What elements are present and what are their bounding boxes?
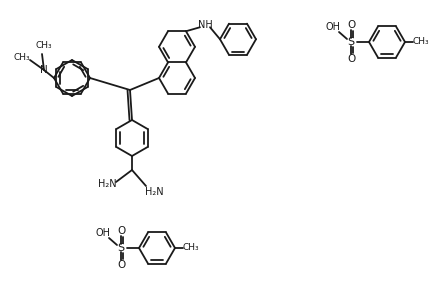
Text: O: O [347,20,355,30]
Text: O: O [117,226,125,236]
Text: OH: OH [326,22,340,32]
Text: CH₃: CH₃ [413,38,429,47]
Text: O: O [347,54,355,64]
Text: S: S [347,37,354,47]
Text: NH: NH [198,20,212,30]
Text: H₂N: H₂N [98,179,116,189]
Text: H₂N: H₂N [145,187,163,197]
Text: CH₃: CH₃ [14,54,30,63]
Text: O: O [117,260,125,270]
Text: OH: OH [96,228,111,238]
Text: N: N [40,65,48,75]
Text: CH₃: CH₃ [183,244,199,253]
Text: S: S [118,243,125,253]
Text: CH₃: CH₃ [36,42,52,51]
